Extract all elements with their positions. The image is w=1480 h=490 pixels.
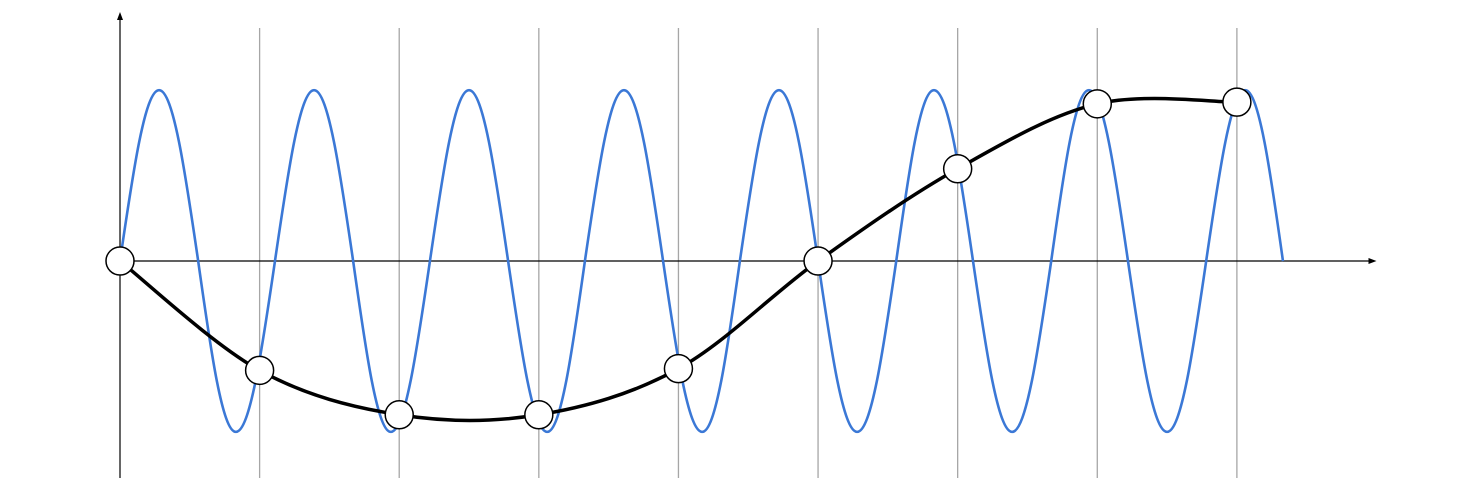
sample-points xyxy=(105,87,1252,430)
y-axis-arrow xyxy=(117,12,123,20)
sample-point xyxy=(244,355,275,386)
sample-point xyxy=(105,246,135,276)
x-axis-arrow xyxy=(1368,258,1377,265)
sample-point xyxy=(803,246,833,276)
sample-point xyxy=(663,353,694,384)
sample-point xyxy=(1082,89,1113,119)
signal-curve xyxy=(118,88,1285,434)
sample-point xyxy=(942,154,973,184)
sample-point xyxy=(524,400,554,430)
axes xyxy=(117,12,1377,478)
sample-point xyxy=(384,400,414,430)
sample-point xyxy=(1222,87,1252,117)
